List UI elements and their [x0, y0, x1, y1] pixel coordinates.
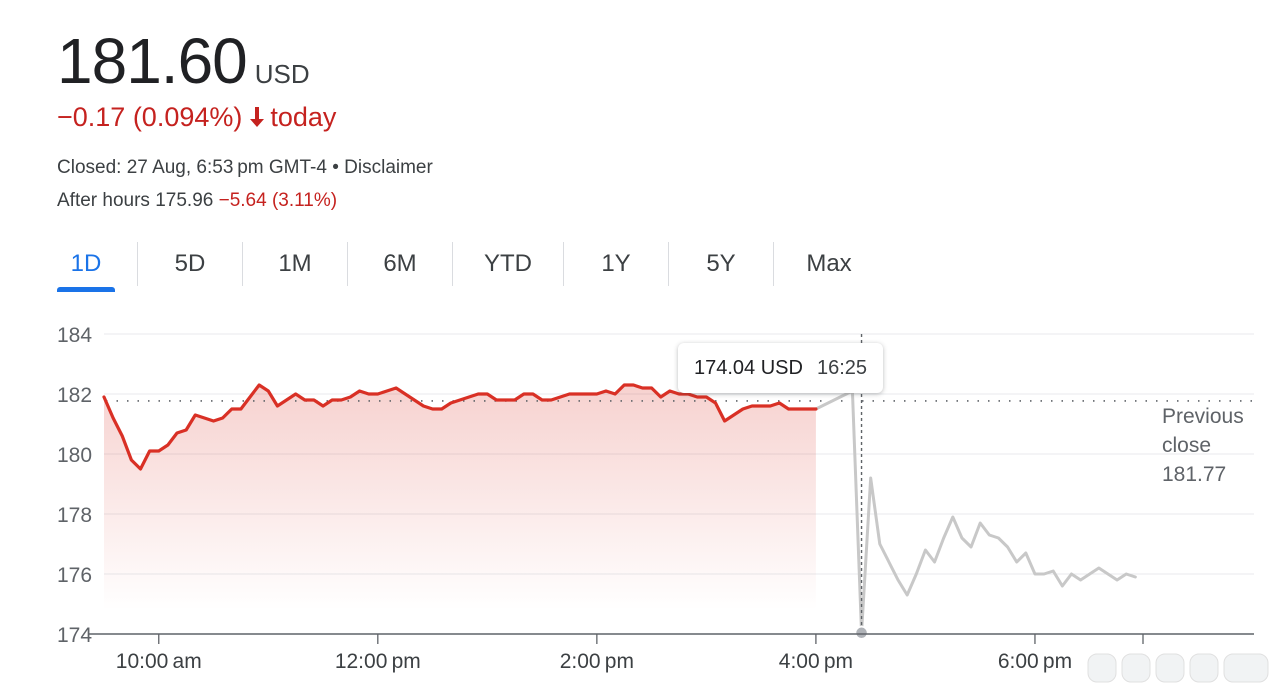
y-tick-label: 182 [57, 384, 92, 407]
y-axis-labels: 184 182 180 178 176 174 [57, 324, 92, 647]
tab-separator [563, 242, 564, 286]
previous-close-label-line1: Previous [1162, 405, 1244, 428]
after-hours-series-line [814, 389, 1137, 635]
tab-separator [137, 242, 138, 286]
previous-close-value: 181.77 [1162, 463, 1227, 486]
range-tabs: 1D 5D 1M 6M YTD 1Y 5Y Max [57, 242, 884, 292]
crosshair-point [854, 626, 869, 640]
current-price: 181.60 [57, 25, 248, 97]
tab-1y[interactable]: 1Y [601, 250, 631, 277]
closed-text: Closed: 27 Aug, 6:53 pm GMT-4 • Disclaim… [57, 157, 433, 178]
x-tick-label: 4:00 pm [779, 650, 853, 673]
tab-6m[interactable]: 6M [383, 250, 417, 277]
tab-separator [242, 242, 243, 286]
x-tick-label: 2:00 pm [560, 650, 634, 673]
after-hours-label: After hours 175.96 [57, 190, 214, 211]
quote-header: 181.60 USD [57, 24, 310, 98]
regular-session-series-line [102, 383, 818, 471]
after-hours-change: −5.64 (3.11%) [218, 190, 338, 211]
tab-5y[interactable]: 5Y [706, 250, 736, 277]
y-tick-label: 176 [57, 564, 92, 587]
regular-session-area [104, 385, 816, 610]
y-tick-label: 174 [57, 624, 92, 647]
tab-max[interactable]: Max [806, 250, 852, 277]
daily-change-value: −0.17 (0.094%) [57, 102, 243, 132]
x-tick-label: 12:00 pm [335, 650, 421, 673]
arrow-down-icon [250, 107, 265, 127]
tab-separator [452, 242, 453, 286]
y-tick-label: 180 [57, 444, 92, 467]
after-hours-info: After hours 175.96 −5.64 (3.11%) [57, 190, 337, 212]
price-chart[interactable]: 184 182 180 178 176 174 10:00 am 12:00 pm 2:00 … [0, 300, 1280, 698]
previous-close-label-line2: close [1162, 434, 1212, 457]
x-tick-label: 6:00 pm [998, 650, 1072, 673]
y-tick-label: 184 [57, 324, 92, 347]
tab-1m[interactable]: 1M [278, 250, 312, 277]
tab-separator [668, 242, 669, 286]
watermark-logo [1087, 653, 1269, 683]
market-closed-info: Closed: 27 Aug, 6:53 pm GMT-4 • Disclaim… [57, 157, 433, 179]
tab-gap [115, 242, 137, 292]
daily-change: −0.17 (0.094%) today [57, 102, 336, 133]
x-tick-label: 10:00 am [116, 650, 202, 673]
daily-change-suffix: today [270, 102, 337, 132]
tooltip-time: 16:25 [816, 356, 868, 379]
currency-code: USD [254, 59, 310, 89]
previous-close-label: Previous close 181.77 [1162, 402, 1244, 489]
tab-separator [773, 242, 774, 286]
tab-1d[interactable]: 1D [57, 242, 115, 292]
y-tick-label: 178 [57, 504, 92, 527]
hover-tooltip: 174.04 USD 16:25 [678, 343, 884, 393]
tab-5d[interactable]: 5D [174, 250, 206, 277]
x-axis-ticks: 10:00 am 12:00 pm 2:00 pm 4:00 pm 6:00 pm [116, 634, 1144, 673]
tab-separator [347, 242, 348, 286]
tooltip-price: 174.04 USD [694, 356, 803, 379]
tab-ytd[interactable]: YTD [484, 250, 532, 277]
